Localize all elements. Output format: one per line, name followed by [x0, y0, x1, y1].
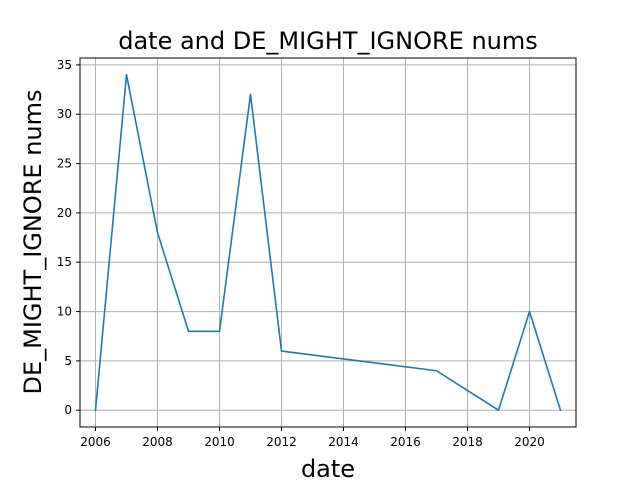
- y-tick-label: 25: [57, 157, 72, 171]
- y-tick-label: 5: [64, 354, 72, 368]
- y-tick-label: 35: [57, 58, 72, 72]
- data-point: [497, 409, 500, 412]
- data-point: [559, 409, 562, 412]
- data-point: [187, 330, 190, 333]
- data-point: [280, 350, 283, 352]
- x-axis-label: date: [301, 455, 355, 480]
- x-tick-label: 2006: [80, 435, 111, 449]
- x-axis-ticks: 2006 2008 2010 2012 2014 2016 2018 2020: [80, 427, 545, 449]
- data-point: [528, 310, 531, 313]
- y-tick-label: 10: [57, 305, 72, 319]
- y-axis-ticks: 0 5 10 15 20 25 30 35: [57, 58, 80, 417]
- x-tick-label: 2014: [328, 435, 359, 449]
- x-tick-label: 2008: [142, 435, 173, 449]
- data-point: [94, 409, 97, 412]
- series-layer: [94, 73, 562, 412]
- x-tick-label: 2018: [452, 435, 483, 449]
- x-tick-label: 2020: [514, 435, 545, 449]
- data-point: [156, 231, 159, 234]
- data-point: [435, 369, 438, 372]
- y-tick-label: 15: [57, 255, 72, 269]
- x-tick-label: 2016: [390, 435, 421, 449]
- chart-title: date and DE_MIGHT_IGNORE nums: [118, 27, 538, 55]
- grid-lines: [80, 58, 576, 427]
- x-tick-label: 2012: [266, 435, 297, 449]
- y-tick-label: 0: [64, 403, 72, 417]
- series-line: [94, 73, 562, 412]
- data-point: [218, 330, 221, 333]
- data-point: [125, 73, 128, 76]
- y-tick-label: 30: [57, 107, 72, 121]
- plot-area-frame: [79, 57, 577, 428]
- x-tick-label: 2010: [204, 435, 235, 449]
- y-axis-label: DE_MIGHT_IGNORE nums: [19, 89, 47, 394]
- y-tick-label: 20: [57, 206, 72, 220]
- data-point: [249, 93, 252, 96]
